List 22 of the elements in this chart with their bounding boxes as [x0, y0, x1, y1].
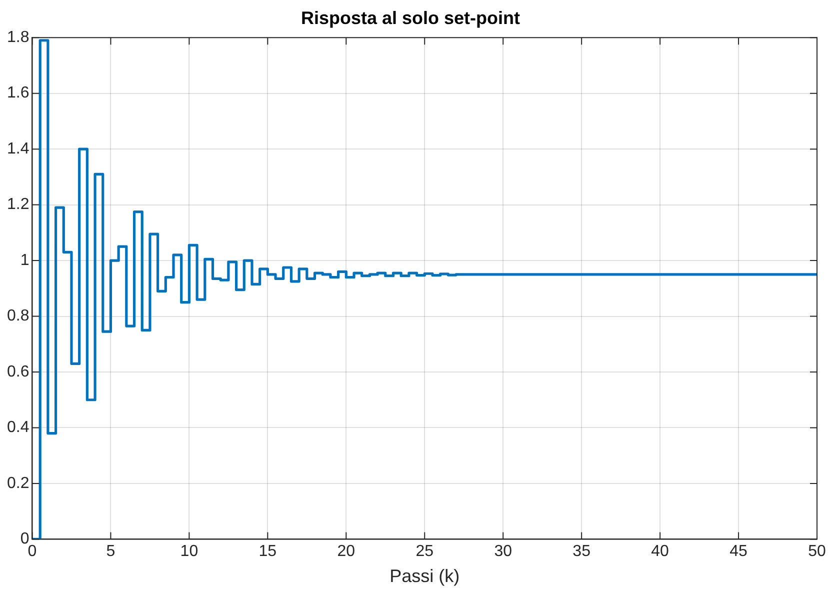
y-tick-label: 0.2 — [6, 474, 30, 492]
x-tick-label: 45 — [730, 543, 748, 560]
y-tick-label: 0 — [20, 530, 30, 548]
y-tick-label: 1.4 — [6, 140, 30, 158]
y-tick-label: 1 — [20, 252, 30, 269]
x-tick-label: 20 — [337, 543, 356, 560]
y-tick-label: 0.8 — [6, 308, 30, 325]
y-tick-label: 1.8 — [6, 29, 30, 46]
y-tick-label: 1.6 — [6, 84, 30, 102]
y-tick-label: 0.4 — [6, 419, 30, 436]
x-axis-title: Passi (k) — [390, 566, 460, 586]
x-tick-label: 15 — [258, 543, 277, 560]
x-tick-label: 35 — [572, 543, 591, 560]
y-tick-label: 0.6 — [6, 363, 30, 380]
x-tick-label: 10 — [180, 543, 198, 560]
x-tick-label: 40 — [651, 543, 670, 560]
chart-title: Risposta al solo set-point — [300, 8, 520, 28]
x-tick-label: 5 — [106, 543, 116, 560]
x-tick-label: 25 — [416, 543, 434, 560]
y-tick-label: 1.2 — [6, 196, 30, 214]
x-tick-label: 30 — [494, 543, 512, 560]
x-tick-label: 50 — [808, 543, 826, 560]
